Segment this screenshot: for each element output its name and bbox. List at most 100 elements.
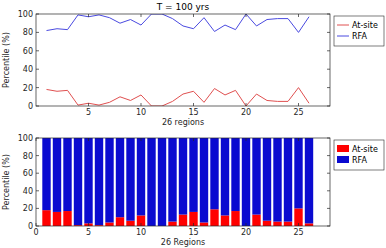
y-tick-label: 80: [23, 28, 33, 37]
plot-area: [36, 14, 330, 106]
bar: [221, 215, 229, 226]
x-tick-top: [141, 138, 142, 141]
bar: [305, 223, 313, 226]
x-tick-label: 20: [241, 228, 251, 237]
bar: [210, 209, 218, 226]
legend-label: RFA: [352, 156, 367, 165]
y-tick-label: 60: [23, 169, 33, 178]
y-tick-label: 40: [23, 187, 33, 196]
x-axis-label: 26 Regions: [161, 238, 205, 247]
x-tick-label: 15: [188, 108, 198, 117]
bar: [221, 138, 229, 215]
x-tick-label: 25: [293, 108, 303, 117]
y-tick: [36, 226, 39, 227]
y-tick-right: [327, 106, 330, 107]
y-tick-right: [327, 208, 330, 209]
bar: [273, 138, 281, 222]
bar: [200, 222, 208, 226]
legend-box: [334, 140, 384, 170]
plot-frame: [36, 138, 330, 226]
y-tick: [36, 155, 39, 156]
y-tick-label: 80: [23, 152, 33, 161]
y-tick-right: [327, 155, 330, 156]
plot-area: [36, 138, 330, 226]
bar: [189, 212, 197, 226]
bar: [105, 222, 113, 226]
bar: [42, 138, 50, 210]
y-tick-right: [327, 32, 330, 33]
chart-line: 510152025020406080100T = 100 yrs26 regio…: [2, 2, 384, 127]
y-tick-label: 20: [23, 84, 33, 93]
legend-label: RFA: [352, 32, 367, 41]
legend-swatch: [337, 156, 349, 163]
bar: [42, 210, 50, 226]
x-tick: [298, 103, 299, 106]
x-tick: [193, 223, 194, 226]
x-tick: [141, 223, 142, 226]
legend: At-siteRFA: [334, 140, 384, 170]
y-tick: [36, 173, 39, 174]
bar: [74, 138, 82, 225]
x-tick-top: [88, 138, 89, 141]
bar: [116, 138, 124, 217]
y-tick: [36, 32, 39, 33]
y-tick: [36, 50, 39, 51]
bar: [168, 222, 176, 226]
bar: [263, 221, 271, 226]
legend-swatch: [337, 145, 349, 152]
y-tick-right: [327, 190, 330, 191]
legend-box: [334, 16, 384, 46]
data-group: [42, 138, 313, 226]
bar: [263, 138, 271, 221]
x-tick-label: 20: [241, 108, 251, 117]
bar: [305, 138, 313, 223]
bar: [284, 222, 292, 226]
bar: [147, 138, 155, 226]
y-tick-right: [327, 173, 330, 174]
bar: [53, 138, 61, 212]
x-tick-label: 0: [33, 228, 38, 237]
y-tick: [36, 106, 39, 107]
data-group: [47, 14, 310, 106]
bar: [116, 217, 124, 226]
x-tick: [298, 223, 299, 226]
x-tick-top: [298, 138, 299, 141]
bar: [210, 138, 218, 209]
bar: [63, 138, 71, 211]
x-tick-top: [246, 14, 247, 17]
y-tick-right: [327, 50, 330, 51]
bar: [252, 138, 260, 215]
bar: [231, 211, 239, 226]
bar: [84, 138, 92, 223]
x-tick-top: [193, 14, 194, 17]
bar: [273, 222, 281, 226]
y-tick-label: 0: [28, 102, 33, 111]
line: [47, 88, 310, 106]
y-tick: [36, 87, 39, 88]
bar: [126, 138, 134, 221]
y-tick-label: 60: [23, 47, 33, 56]
y-tick-label: 0: [28, 222, 33, 231]
x-tick-top: [246, 138, 247, 141]
x-tick-top: [88, 14, 89, 17]
bar: [294, 208, 302, 226]
bar: [168, 138, 176, 222]
y-tick: [36, 190, 39, 191]
y-tick-right: [327, 69, 330, 70]
x-tick-top: [141, 14, 142, 17]
bar: [252, 215, 260, 226]
bar: [137, 215, 145, 226]
y-tick: [36, 208, 39, 209]
bar: [294, 138, 302, 208]
legend-label: At-site: [352, 21, 378, 30]
y-tick: [36, 14, 39, 15]
x-tick-label: 10: [136, 108, 146, 117]
bar: [200, 138, 208, 222]
bar: [137, 138, 145, 215]
y-tick: [36, 69, 39, 70]
y-tick-right: [327, 138, 330, 139]
y-tick: [36, 138, 39, 139]
plot-frame: [36, 14, 330, 106]
y-tick-right: [327, 226, 330, 227]
x-tick: [36, 223, 37, 226]
